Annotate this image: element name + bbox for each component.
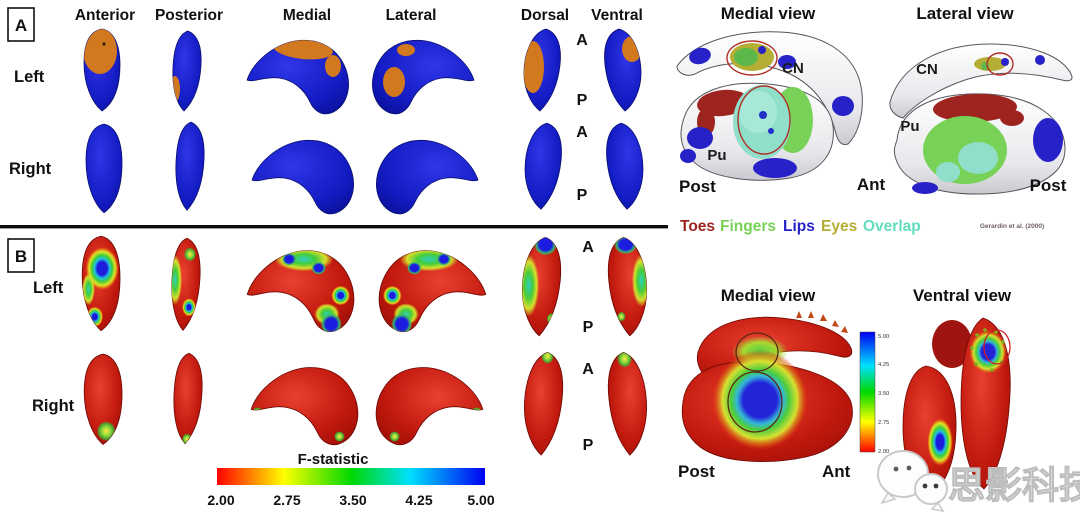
somatotopy-legend: Toes Fingers Lips Eyes Overlap — [680, 218, 921, 235]
medial-view-brain: CN Pu — [676, 31, 863, 181]
caudate-shape-fstat — [81, 235, 121, 332]
caudate-shape — [175, 121, 205, 211]
caudate-shape-fstat — [523, 351, 564, 456]
panel-a-box — [7, 7, 35, 42]
view-title-medial-b: Medial view — [721, 286, 816, 305]
ap-label: P — [577, 187, 588, 204]
colorbar-tick: 5.00 — [467, 492, 494, 508]
caudate-shape-fstat — [521, 236, 562, 337]
caudate-shape — [251, 139, 355, 215]
lateral-view-brain: CN Pu — [889, 43, 1073, 195]
label-pu: Pu — [900, 118, 919, 135]
caudate-shape — [172, 30, 202, 112]
caudate-shape — [85, 123, 123, 214]
medial-fstat-brain: Post Ant — [678, 311, 853, 481]
colorbar-tick: 2.00 — [207, 492, 234, 508]
colorbar-tick: 2.75 — [273, 492, 300, 508]
vcolorbar-tick: 3.50 — [878, 391, 889, 397]
legend-toes: Toes — [680, 218, 715, 235]
colorbar-gradient — [217, 468, 485, 485]
legend-eyes: Eyes — [821, 218, 857, 235]
label-ant: Ant — [822, 462, 851, 481]
vcolorbar-tick: 2.75 — [878, 420, 889, 426]
label-post: Post — [678, 462, 715, 481]
col-header-ventral: Ventral — [591, 7, 643, 24]
caudate-shape-fstat — [250, 367, 359, 446]
watermark-text: 思影科技 — [948, 465, 1080, 506]
row-label-right-a: Right — [9, 160, 52, 178]
caudate-shape-fstat — [607, 351, 648, 456]
col-header-dorsal: Dorsal — [521, 7, 569, 24]
vcolorbar-tick: 5.00 — [878, 334, 889, 340]
colorbar-tick: 4.25 — [405, 492, 432, 508]
col-header-lateral: Lateral — [386, 7, 437, 24]
caudate-shape-fstat — [246, 250, 355, 333]
watermark-logo — [877, 450, 948, 513]
panel-b-letter: B — [15, 247, 27, 266]
view-title-lateral: Lateral view — [916, 4, 1014, 23]
label-post: Post — [1030, 176, 1067, 195]
caudate-shape — [371, 39, 475, 115]
caudate-shape — [375, 139, 479, 215]
ap-label: P — [577, 92, 588, 109]
colorbar-tick: 3.50 — [339, 492, 366, 508]
panel-b-box — [7, 238, 35, 273]
ap-label: P — [583, 319, 594, 336]
col-header-posterior: Posterior — [155, 7, 223, 24]
vcolorbar-tick: 4.25 — [878, 362, 889, 368]
row-label-left-b: Left — [33, 279, 64, 297]
caudate-shape-fstat — [607, 236, 648, 337]
citation: Gerardin et al. (2000) — [980, 223, 1044, 230]
label-post: Post — [679, 177, 716, 196]
caudate-shape — [605, 122, 644, 210]
legend-overlap: Overlap — [863, 218, 921, 235]
panel-divider — [0, 225, 668, 229]
legend-lips: Lips — [783, 218, 815, 235]
caudate-shape-fstat — [375, 367, 484, 446]
ap-label: A — [576, 32, 588, 49]
caudate-shape — [246, 39, 350, 115]
panel-b: B Left Right A P A P — [7, 235, 648, 508]
ap-label: A — [582, 361, 594, 378]
row-label-left-a: Left — [14, 68, 45, 86]
label-cn: CN — [916, 61, 938, 78]
col-header-anterior: Anterior — [75, 7, 135, 24]
ap-label: P — [583, 437, 594, 454]
somatotopy-panel: Medial view Lateral view CN Pu — [676, 4, 1073, 235]
label-ant: Ant — [857, 175, 886, 194]
caudate-shape-fstat — [171, 237, 201, 331]
caudate-shape-fstat — [378, 250, 487, 333]
label-cn: CN — [782, 60, 804, 77]
caudate-shape-fstat — [173, 352, 203, 445]
ventral-fstat-brain — [902, 317, 1011, 496]
fstat-colorbar: F-statistic 2.00 2.75 3.50 4.25 5.00 — [207, 451, 494, 508]
caudate-shape — [524, 122, 563, 210]
panel-a-letter: A — [15, 16, 27, 35]
caudate-shape — [83, 28, 121, 112]
view-title-ventral: Ventral view — [913, 286, 1012, 305]
vcolorbar-tick: 2.00 — [878, 449, 889, 455]
legend-fingers: Fingers — [720, 218, 776, 235]
label-pu: Pu — [707, 147, 726, 164]
fstat-views-panel: Medial view Ventral view Post Ant 5.00 4… — [678, 286, 1012, 496]
caudate-shape — [604, 28, 642, 112]
panel-a: A Anterior Posterior Medial Lateral Dors… — [7, 7, 644, 215]
col-header-medial: Medial — [283, 7, 331, 24]
caudate-shape — [523, 28, 561, 112]
watermark: 思影科技 — [877, 450, 1080, 513]
caudate-shape-fstat — [83, 353, 123, 445]
ap-label: A — [576, 124, 588, 141]
ap-label: A — [582, 239, 594, 256]
fstat-vertical-colorbar: 5.00 4.25 3.50 2.75 2.00 — [859, 331, 889, 455]
row-label-right-b: Right — [32, 397, 75, 415]
view-title-medial: Medial view — [721, 4, 816, 23]
colorbar-title: F-statistic — [298, 451, 369, 468]
